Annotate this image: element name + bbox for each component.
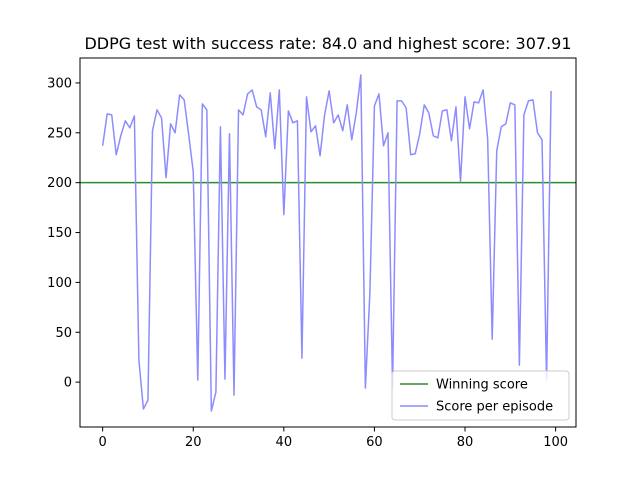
x-tick-label: 60: [366, 435, 383, 450]
x-tick-label: 80: [457, 435, 474, 450]
x-tick-label: 20: [185, 435, 202, 450]
legend-box: [391, 370, 570, 421]
x-tick-label: 100: [543, 435, 568, 450]
y-tick-label: 200: [47, 176, 72, 191]
series-line-score-per-episode: [101, 74, 552, 412]
legend-item-score-per-episode-label: Score per episode: [436, 400, 553, 415]
y-tick-label: 250: [47, 126, 72, 141]
y-tick-label: 0: [64, 376, 72, 391]
y-tick-label: 300: [47, 76, 72, 91]
y-tick-label: 50: [55, 326, 72, 341]
y-tick-label: 100: [47, 276, 72, 291]
legend: Winning score Score per episode: [391, 370, 570, 421]
legend-item-winning-score-label: Winning score: [436, 378, 528, 393]
x-tick-label: 40: [276, 435, 293, 450]
y-tick-label: 150: [47, 226, 72, 241]
chart-title: DDPG test with success rate: 84.0 and hi…: [84, 34, 571, 53]
axes-frame: [79, 57, 577, 428]
x-tick-label: 0: [99, 435, 107, 450]
plot-area: [80, 74, 576, 412]
axes: 0 20 40 60 80 100 0 50 100 150 200 250 300: [47, 57, 577, 450]
